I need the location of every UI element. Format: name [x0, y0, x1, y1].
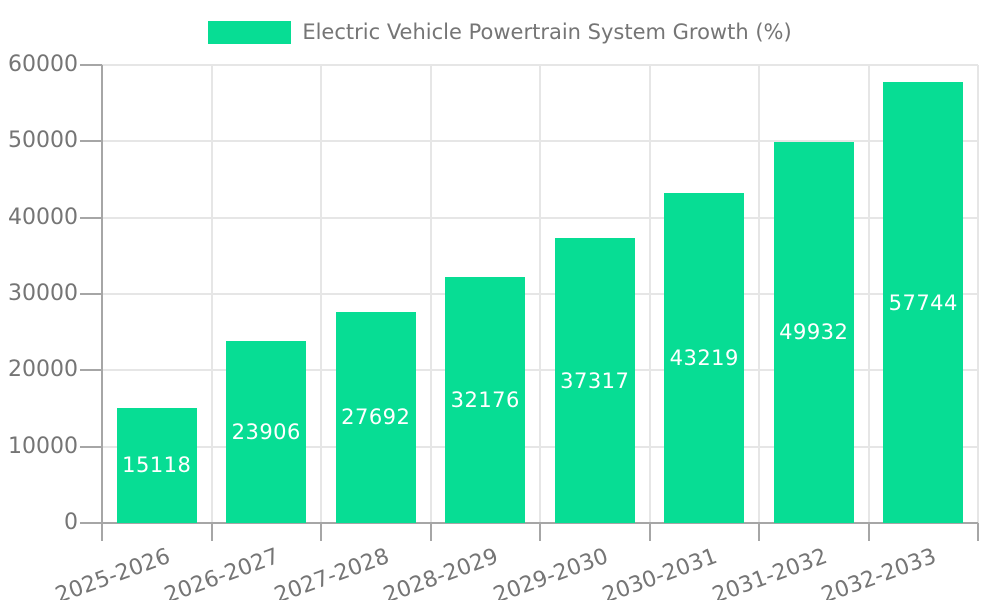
bar: 32176	[445, 277, 526, 523]
x-tick	[101, 523, 103, 541]
bar-value-label: 57744	[888, 290, 958, 315]
bar-value-label: 49932	[779, 320, 849, 345]
y-tick-label: 60000	[8, 52, 78, 77]
x-tick	[758, 523, 760, 541]
y-tick	[80, 64, 102, 66]
bar-value-label: 32176	[450, 388, 520, 413]
bar: 49932	[773, 141, 854, 523]
y-tick-label: 10000	[8, 433, 78, 459]
y-tick-label: 0	[64, 510, 78, 535]
v-gridline	[977, 65, 979, 523]
bar: 23906	[226, 340, 307, 523]
v-gridline	[210, 65, 213, 523]
y-tick	[80, 293, 102, 295]
bar-value-label: 15118	[122, 453, 192, 478]
bar: 15118	[116, 407, 197, 523]
bar-value-label: 23906	[231, 419, 301, 444]
y-tick-label: 40000	[8, 204, 78, 230]
chart-legend: Electric Vehicle Powertrain System Growt…	[0, 15, 1000, 49]
bar: 57744	[883, 82, 964, 523]
y-axis-line	[101, 65, 103, 525]
bar: 43219	[664, 193, 745, 523]
y-tick-label: 30000	[8, 281, 78, 306]
x-axis-line	[101, 522, 978, 524]
x-tick	[977, 523, 979, 541]
bar: 37317	[554, 238, 635, 523]
x-tick	[648, 523, 651, 541]
x-tick	[210, 523, 213, 541]
bar-value-label: 27692	[341, 405, 411, 430]
y-tick	[80, 522, 102, 524]
legend-swatch	[208, 20, 292, 44]
bar-value-label: 43219	[669, 346, 739, 371]
v-gridline	[429, 65, 432, 523]
v-gridline	[758, 65, 760, 523]
bar: 27692	[335, 311, 416, 523]
v-gridline	[648, 65, 651, 523]
y-tick-label: 50000	[8, 128, 78, 154]
v-gridline	[867, 65, 870, 523]
y-tick	[80, 140, 102, 143]
x-tick	[320, 523, 322, 541]
y-tick	[80, 445, 102, 448]
v-gridline	[320, 65, 322, 523]
bar-value-label: 37317	[560, 368, 630, 393]
chart-title: Electric Vehicle Powertrain System Growt…	[302, 20, 792, 44]
y-tick	[80, 369, 102, 372]
x-tick	[429, 523, 432, 541]
y-tick-label: 20000	[8, 357, 78, 383]
x-tick	[867, 523, 870, 541]
x-tick	[539, 523, 541, 541]
y-tick	[80, 216, 102, 219]
v-gridline	[539, 65, 541, 523]
